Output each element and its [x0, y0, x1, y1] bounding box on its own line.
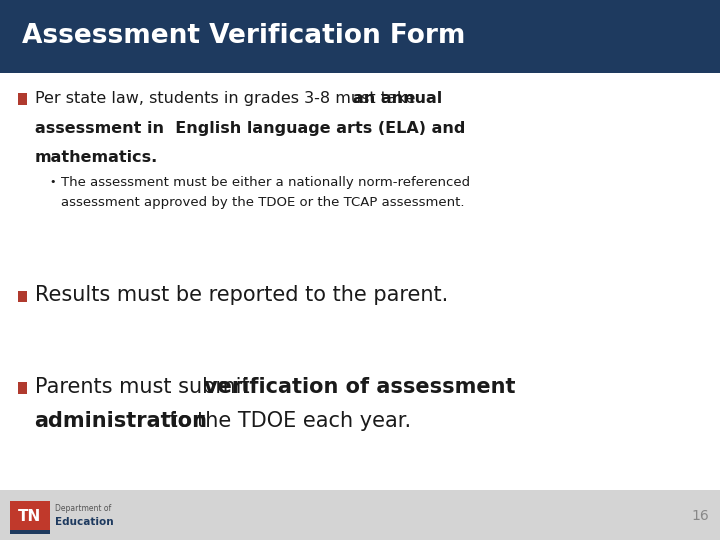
- Bar: [10, 530, 50, 534]
- Text: TN: TN: [18, 509, 41, 524]
- Bar: [0, 0, 720, 73]
- Text: Assessment Verification Form: Assessment Verification Form: [22, 23, 465, 50]
- Text: administration: administration: [35, 410, 207, 431]
- Text: Per state law, students in grades 3-8 must take: Per state law, students in grades 3-8 mu…: [35, 91, 420, 106]
- Text: 16: 16: [691, 509, 708, 523]
- Text: •: •: [49, 177, 55, 187]
- Text: assessment approved by the TDOE or the TCAP assessment.: assessment approved by the TDOE or the T…: [61, 196, 464, 209]
- Text: The assessment must be either a nationally norm-referenced: The assessment must be either a national…: [61, 176, 470, 188]
- Bar: [18, 93, 27, 105]
- Text: Results must be reported to the parent.: Results must be reported to the parent.: [35, 285, 448, 306]
- Bar: [10, 501, 50, 532]
- Text: Department of: Department of: [55, 504, 112, 513]
- Text: assessment in  English language arts (ELA) and: assessment in English language arts (ELA…: [35, 120, 465, 136]
- Text: Parents must submit: Parents must submit: [35, 377, 256, 397]
- Bar: [0, 490, 720, 540]
- Text: to the TDOE each year.: to the TDOE each year.: [163, 410, 411, 431]
- Bar: [18, 291, 27, 302]
- Text: Education: Education: [55, 517, 114, 527]
- Text: mathematics.: mathematics.: [35, 150, 158, 165]
- Text: an annual: an annual: [353, 91, 442, 106]
- Bar: [18, 382, 27, 394]
- Text: verification of assessment: verification of assessment: [204, 377, 516, 397]
